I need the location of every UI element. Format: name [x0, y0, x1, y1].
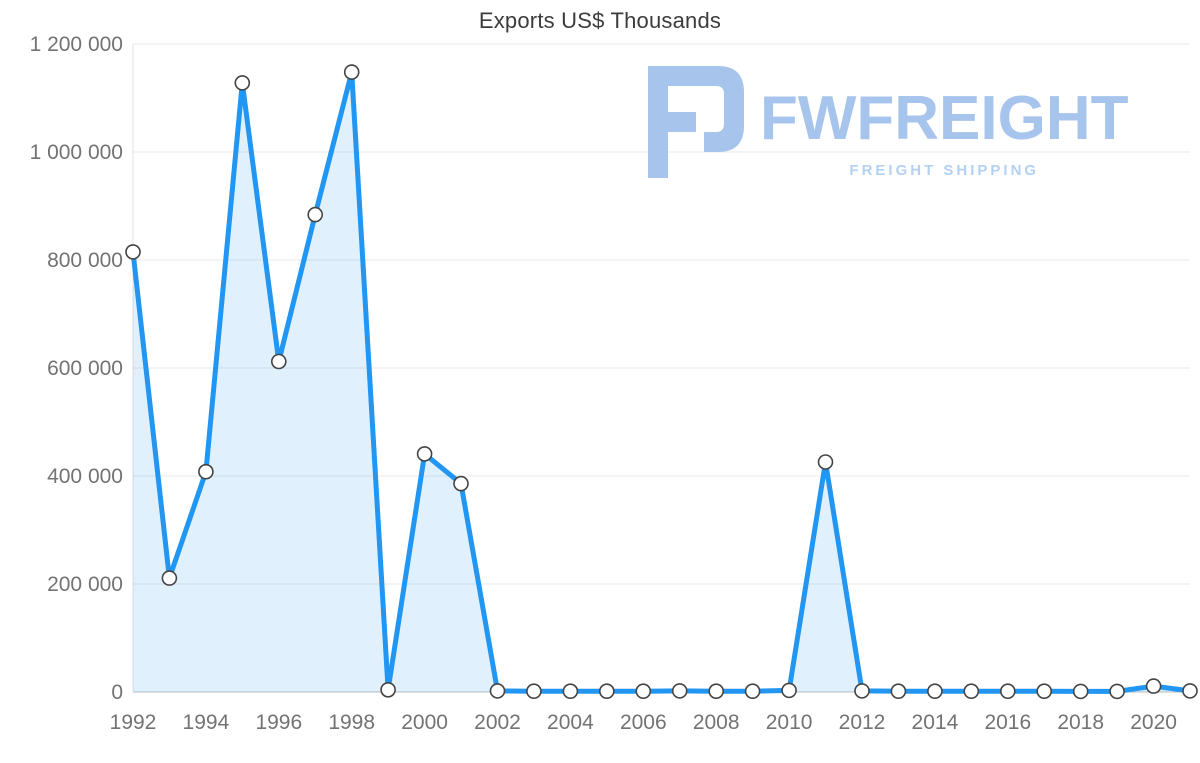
x-axis-tick-label: 2010: [766, 711, 813, 734]
data-point-marker: [708, 683, 725, 700]
data-point-marker: [927, 683, 943, 700]
data-point-marker: [963, 683, 980, 700]
data-point-marker: [1182, 683, 1198, 699]
data-point-marker: [744, 683, 761, 700]
data-point-marker: [270, 353, 287, 370]
data-point-marker: [343, 64, 360, 80]
y-axis-tick-label: 800 000: [47, 249, 123, 272]
x-axis-tick-label: 1994: [183, 711, 230, 734]
data-point-marker: [1109, 683, 1125, 700]
y-axis-tick-label: 400 000: [47, 465, 123, 488]
data-point-marker: [416, 446, 433, 462]
x-axis-tick-label: 2006: [620, 711, 667, 734]
x-axis-tick-label: 1998: [328, 711, 375, 734]
data-point-marker: [1145, 678, 1162, 694]
data-point-marker: [198, 463, 214, 480]
data-point-marker: [234, 75, 251, 91]
x-axis-tick-label: 2004: [547, 711, 594, 734]
x-axis-tick-label: 2016: [984, 711, 1031, 734]
data-point-marker: [817, 454, 834, 470]
x-axis-tick-label: 2002: [474, 711, 521, 734]
data-point-marker: [1072, 683, 1089, 700]
data-point-marker: [781, 682, 797, 699]
data-point-marker: [854, 683, 870, 699]
data-point-marker: [453, 475, 469, 492]
data-point-marker: [125, 244, 141, 260]
x-axis-tick-label: 2018: [1057, 711, 1104, 734]
data-point-marker: [890, 683, 907, 700]
data-point-marker: [307, 206, 324, 223]
data-point-marker: [526, 683, 542, 700]
x-axis-tick-label: 2012: [839, 711, 886, 734]
data-point-marker: [1036, 683, 1052, 700]
data-point-marker: [161, 570, 178, 586]
x-axis-tick-label: 2008: [693, 711, 740, 734]
data-point-marker: [999, 683, 1016, 700]
data-point-marker: [598, 683, 615, 700]
data-point-marker: [489, 683, 506, 699]
data-point-marker: [562, 683, 579, 700]
x-axis-tick-label: 1996: [255, 711, 302, 734]
data-point-marker: [380, 681, 396, 698]
data-point-marker: [671, 683, 688, 699]
series-area-fill: [133, 72, 1190, 693]
y-axis-tick-label: 1 200 000: [30, 33, 123, 56]
y-axis-tick-label: 200 000: [47, 573, 123, 596]
y-axis-tick-label: 1 000 000: [30, 141, 123, 164]
x-axis-tick-label: 2000: [401, 711, 448, 734]
data-point-marker: [635, 683, 652, 700]
y-axis-tick-label: 600 000: [47, 357, 123, 380]
x-axis-tick-label: 2020: [1130, 711, 1177, 734]
x-axis-tick-label: 1992: [110, 711, 157, 734]
x-axis-tick-label: 2014: [912, 711, 959, 734]
y-axis-tick-label: 0: [111, 681, 123, 704]
chart-title: Exports US$ Thousands: [478, 8, 722, 33]
